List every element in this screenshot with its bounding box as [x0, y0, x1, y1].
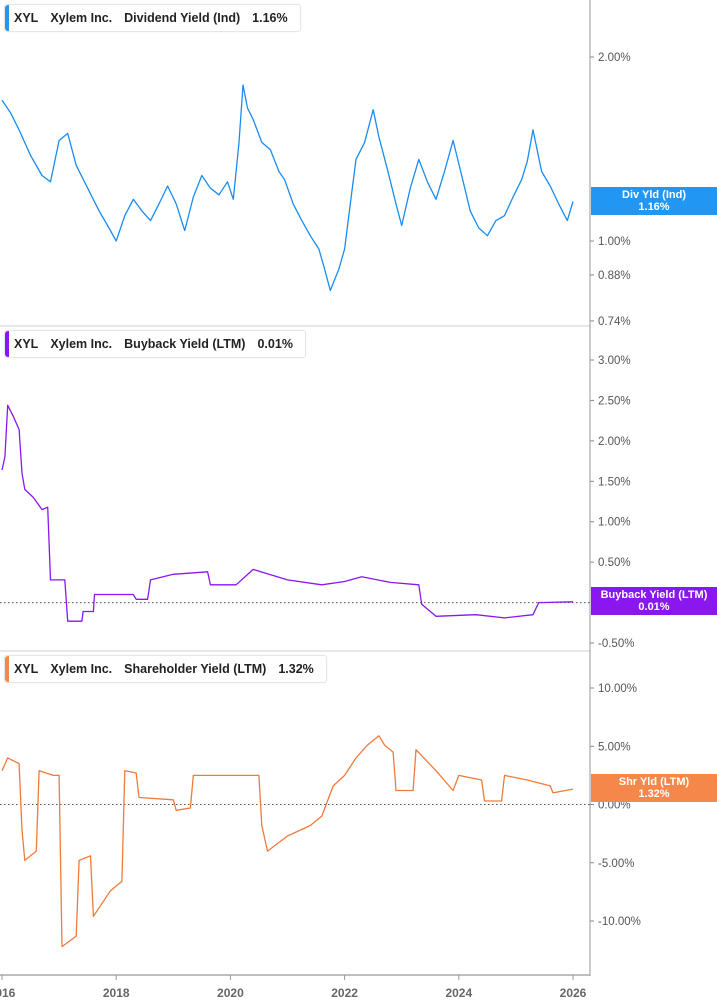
- series-header: XYL Xylem Inc. Buyback Yield (LTM) 0.01%: [4, 330, 306, 358]
- x-tick-label: 2016: [0, 986, 16, 1000]
- y-tick-label: 0.00%: [598, 800, 631, 812]
- x-tick-label: 2018: [103, 986, 130, 1000]
- tag-value: 1.32%: [638, 788, 670, 801]
- series-color-bar: [5, 331, 9, 357]
- header-value_label: 0.01%: [257, 337, 293, 351]
- series-header: XYL Xylem Inc. Shareholder Yield (LTM) 1.32…: [4, 655, 327, 683]
- tag-value: 0.01%: [638, 600, 670, 613]
- series-line: [1, 404, 574, 622]
- tag-title: Shr Yld (LTM): [618, 776, 690, 789]
- x-tick-label: 2026: [560, 986, 587, 1000]
- y-tick-label: 2.00%: [598, 436, 631, 448]
- x-tick-label: 2020: [217, 986, 244, 1000]
- x-tick-label: 2024: [445, 986, 472, 1000]
- y-tick-label: 5.00%: [598, 741, 631, 753]
- series-header: XYL Xylem Inc. Dividend Yield (Ind) 1.16%: [4, 4, 301, 32]
- y-tick-label: 0.74%: [598, 316, 631, 328]
- header-ticker: XYL: [14, 11, 39, 25]
- current-value-tag: Buyback Yield (LTM) 0.01%: [591, 586, 717, 615]
- y-tick-label: -10.00%: [598, 916, 641, 928]
- header-metric: Shareholder Yield (LTM): [124, 662, 267, 676]
- y-tick-label: 0.50%: [598, 557, 631, 569]
- y-tick-label: 1.50%: [598, 476, 631, 488]
- series-line: [1, 84, 574, 292]
- y-tick-label: 1.00%: [598, 517, 631, 529]
- current-value-tag: Shr Yld (LTM) 1.32%: [591, 774, 717, 803]
- header-value_label: 1.32%: [278, 662, 314, 676]
- y-tick-label: 2.50%: [598, 395, 631, 407]
- header-metric: Dividend Yield (Ind): [124, 11, 241, 25]
- series-color-bar: [5, 5, 9, 31]
- tag-title: Buyback Yield (LTM): [600, 588, 708, 601]
- y-tick-label: 3.00%: [598, 355, 631, 367]
- series-line: [1, 735, 574, 948]
- y-tick-label: 2.00%: [598, 52, 631, 64]
- header-company: Xylem Inc.: [50, 337, 113, 351]
- current-value-tag: Div Yld (Ind) 1.16%: [591, 186, 717, 215]
- tag-title: Div Yld (Ind): [622, 188, 686, 201]
- y-tick-label: -0.50%: [598, 638, 634, 650]
- y-tick-label: 0.88%: [598, 270, 631, 282]
- header-ticker: XYL: [14, 337, 39, 351]
- header-ticker: XYL: [14, 662, 39, 676]
- header-company: Xylem Inc.: [50, 11, 113, 25]
- y-tick-label: 1.00%: [598, 236, 631, 248]
- y-tick-label: -5.00%: [598, 858, 634, 870]
- y-tick-label: 10.00%: [598, 683, 637, 695]
- header-metric: Buyback Yield (LTM): [124, 337, 246, 351]
- x-tick-label: 2022: [331, 986, 358, 1000]
- series-color-bar: [5, 656, 9, 682]
- header-value_label: 1.16%: [252, 11, 288, 25]
- tag-value: 1.16%: [638, 200, 670, 213]
- header-company: Xylem Inc.: [50, 662, 113, 676]
